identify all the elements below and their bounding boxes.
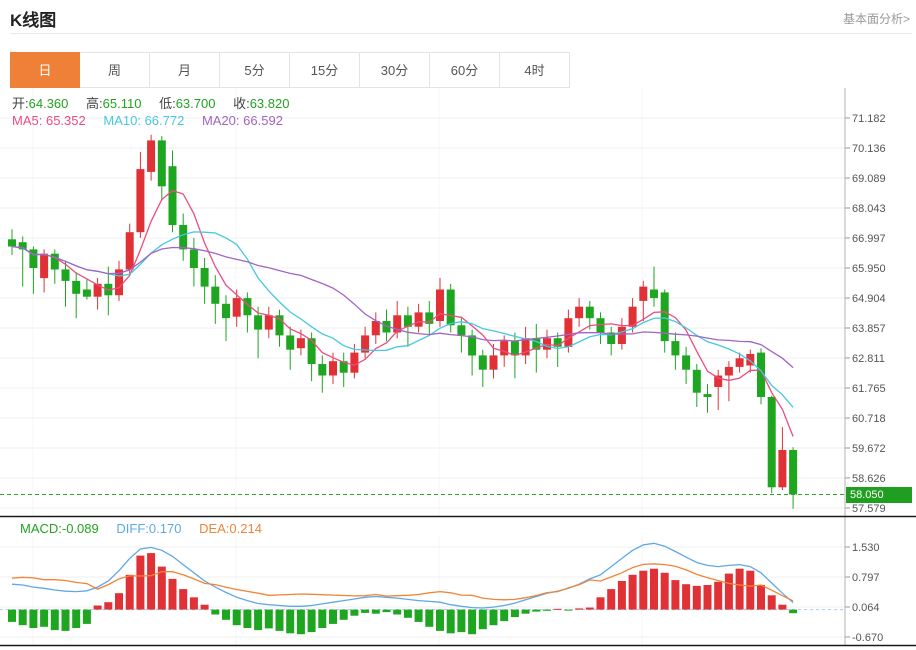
dea-label: DEA:: [199, 521, 230, 536]
price-axis-tick: 63.857: [852, 323, 886, 335]
header-divider: [10, 33, 912, 34]
price-axis-tick: 69.089: [852, 173, 886, 185]
price-axis-tick: 57.579: [852, 503, 886, 515]
open-label: 开:: [12, 96, 29, 111]
macd-value: -0.089: [61, 521, 99, 536]
low-label: 低:: [159, 96, 176, 111]
dea-line: [11, 563, 794, 602]
ohlc-readout: 开:64.360 高:65.110 低:63.700 收:63.820: [12, 93, 303, 112]
ma20-value: 66.592: [243, 113, 283, 128]
ma20-line: [11, 245, 794, 369]
price-axis-tick: 61.765: [852, 383, 886, 395]
price-axis-tick: 70.136: [852, 143, 886, 155]
chart-area[interactable]: 71.182 70.136 69.089 68.043 66.997 65.950 64.9…: [0, 88, 916, 650]
macd-layer: [0, 542, 845, 635]
price-axis-tick: 62.811: [852, 353, 885, 365]
close-label: 收:: [233, 96, 250, 111]
fundamental-analysis-link[interactable]: 基本面分析>: [842, 12, 910, 26]
diff-line: [11, 542, 794, 609]
tab-4hour[interactable]: 4时: [500, 52, 570, 88]
price-axis-tick: 71.182: [852, 113, 886, 125]
macd-axis-tick: 1.530: [852, 542, 880, 554]
price-axis-tick: 58.626: [852, 473, 886, 485]
diff-value: 0.170: [148, 521, 182, 536]
price-axis-tick: 60.718: [852, 413, 886, 425]
macd-label: MACD:: [20, 521, 62, 536]
high-value: 65.110: [102, 96, 142, 111]
kline-chart-svg[interactable]: 71.182 70.136 69.089 68.043 66.997 65.950 64.9…: [0, 88, 916, 650]
macd-axis-tick: -0.670: [852, 632, 883, 644]
tab-60min[interactable]: 60分: [430, 52, 500, 88]
macd-axis-tick: 0.797: [852, 572, 880, 584]
ma10-label: MA10:: [103, 113, 141, 128]
open-value: 64.360: [28, 96, 69, 111]
macd-axis-tick: 0.064: [852, 602, 880, 614]
candles-layer: [8, 134, 798, 509]
page-title: K线图: [10, 11, 57, 30]
ma5-label: MA5:: [12, 113, 43, 128]
tab-15min[interactable]: 15分: [290, 52, 360, 88]
ma10-line: [11, 231, 794, 408]
price-axis-tick: 64.904: [852, 293, 886, 305]
diff-label: DIFF:: [116, 521, 149, 536]
ma-readout: MA5: 65.352 MA10: 66.772 MA20: 66.592: [12, 113, 297, 128]
ma20-label: MA20:: [201, 113, 240, 128]
price-axis-tick: 65.950: [852, 263, 886, 275]
price-axis-tick: 59.672: [852, 443, 886, 455]
ma-lines-layer: [11, 189, 794, 437]
ma5-line: [11, 189, 794, 437]
macd-readout: MACD:-0.089 DIFF:0.170 DEA:0.214: [20, 521, 276, 536]
current-price-badge: 58.050: [846, 487, 912, 503]
price-axis-tick: 66.997: [852, 233, 886, 245]
tab-5min[interactable]: 5分: [220, 52, 290, 88]
dea-value: 0.214: [229, 521, 262, 536]
high-label: 高:: [86, 96, 103, 111]
period-tabs: 日 周 月 5分 15分 30分 60分 4时: [10, 52, 570, 88]
low-value: 63.700: [175, 96, 216, 111]
tab-30min[interactable]: 30分: [360, 52, 430, 88]
close-value: 63.820: [249, 96, 290, 111]
tab-day[interactable]: 日: [10, 52, 80, 88]
ma10-value: 66.772: [144, 113, 185, 128]
tab-week[interactable]: 周: [80, 52, 150, 88]
ma5-value: 65.352: [45, 113, 86, 128]
tab-month[interactable]: 月: [150, 52, 220, 88]
grid-layer: 71.182 70.136 69.089 68.043 66.997 65.950 64.9…: [0, 88, 916, 647]
price-axis-tick: 68.043: [852, 203, 886, 215]
